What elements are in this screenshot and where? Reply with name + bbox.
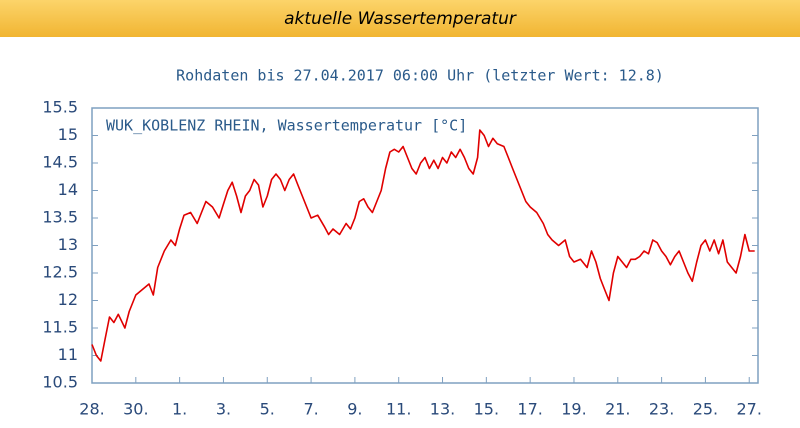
y-tick-label: 15 <box>58 125 78 144</box>
y-tick-label: 12 <box>58 290 78 309</box>
y-tick-label: 15.5 <box>42 98 78 117</box>
x-tick-label: 30. <box>123 400 148 419</box>
x-tick-label: 7. <box>303 400 318 419</box>
legend-label: WUK_KOBLENZ RHEIN, Wassertemperatur [°C] <box>106 117 467 135</box>
x-tick-label: 27. <box>737 400 762 419</box>
x-tick-label: 1. <box>172 400 187 419</box>
header-bar <box>0 0 800 37</box>
y-tick-label: 11.5 <box>42 318 78 337</box>
x-tick-label: 9. <box>347 400 362 419</box>
x-tick-label: 13. <box>430 400 455 419</box>
x-tick-label: 3. <box>216 400 231 419</box>
y-tick-label: 12.5 <box>42 263 78 282</box>
x-tick-label: 25. <box>693 400 718 419</box>
x-tick-label: 15. <box>474 400 499 419</box>
x-tick-label: 28. <box>79 400 104 419</box>
x-tick-label: 11. <box>386 400 411 419</box>
x-tick-label: 19. <box>561 400 586 419</box>
y-tick-label: 14.5 <box>42 153 78 172</box>
plot-frame <box>91 107 759 384</box>
y-tick-label: 11 <box>58 345 78 364</box>
y-tick-label: 13 <box>58 235 78 254</box>
y-tick-label: 10.5 <box>42 373 78 392</box>
chart-title: aktuelle Wassertemperatur <box>284 9 517 29</box>
series-line <box>91 129 755 362</box>
y-tick-label: 13.5 <box>42 208 78 227</box>
chart-subtitle: Rohdaten bis 27.04.2017 06:00 Uhr (letzt… <box>176 67 664 85</box>
x-tick-label: 21. <box>605 400 630 419</box>
x-tick-label: 17. <box>517 400 542 419</box>
x-tick-label: 23. <box>649 400 674 419</box>
x-tick-label: 5. <box>260 400 275 419</box>
y-tick-label: 14 <box>58 180 78 199</box>
